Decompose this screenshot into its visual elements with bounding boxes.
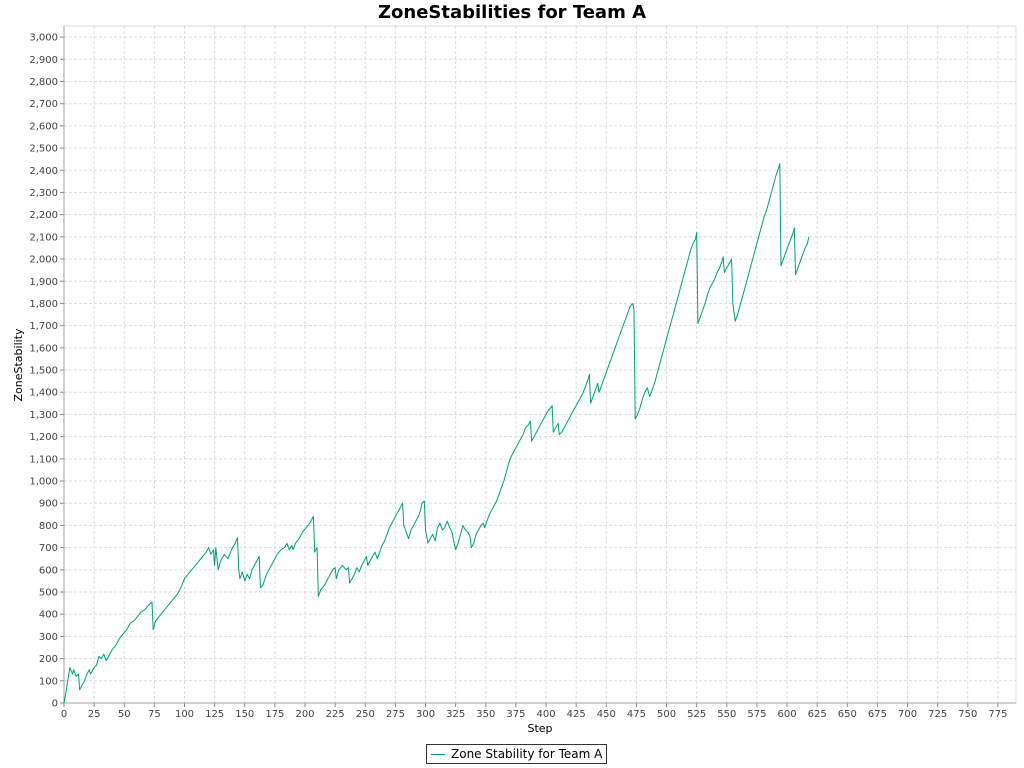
y-tick-label: 400 [39, 610, 58, 621]
axes: 01002003004005006007008009001,0001,1001,… [29, 25, 1017, 720]
y-tick-label: 900 [39, 499, 58, 510]
y-tick-label: 0 [52, 699, 58, 710]
y-tick-label: 1,200 [29, 432, 58, 443]
y-tick-label: 1,800 [29, 299, 58, 310]
y-tick-label: 1,000 [29, 477, 58, 488]
y-tick-label: 1,600 [29, 343, 58, 354]
legend: Zone Stability for Team A [426, 744, 608, 764]
x-tick-label: 25 [88, 709, 101, 720]
y-tick-label: 3,000 [29, 33, 58, 44]
y-tick-label: 100 [39, 676, 58, 687]
y-tick-label: 2,700 [29, 99, 58, 110]
x-tick-label: 350 [476, 709, 495, 720]
series-line [63, 163, 810, 704]
x-tick-label: 375 [506, 709, 525, 720]
legend-swatch [431, 753, 445, 755]
x-tick-label: 100 [175, 709, 194, 720]
y-tick-label: 300 [39, 632, 58, 643]
x-tick-label: 50 [118, 709, 131, 720]
x-tick-label: 525 [687, 709, 706, 720]
y-tick-label: 2,300 [29, 188, 58, 199]
x-tick-label: 675 [868, 709, 887, 720]
y-tick-label: 1,400 [29, 388, 58, 399]
y-tick-label: 1,500 [29, 366, 58, 377]
y-tick-label: 2,200 [29, 210, 58, 221]
x-tick-label: 325 [446, 709, 465, 720]
x-tick-label: 650 [838, 709, 857, 720]
y-tick-label: 1,100 [29, 454, 58, 465]
x-tick-label: 225 [326, 709, 345, 720]
x-tick-label: 400 [536, 709, 555, 720]
y-axis-label: ZoneStability [12, 328, 25, 402]
y-tick-label: 2,100 [29, 232, 58, 243]
x-tick-label: 425 [567, 709, 586, 720]
x-axis-label: Step [527, 722, 552, 735]
y-tick-label: 1,900 [29, 277, 58, 288]
x-tick-label: 750 [958, 709, 977, 720]
y-tick-label: 600 [39, 565, 58, 576]
x-tick-label: 300 [416, 709, 435, 720]
x-tick-label: 250 [356, 709, 375, 720]
x-tick-label: 75 [148, 709, 161, 720]
x-tick-label: 275 [386, 709, 405, 720]
x-tick-label: 200 [295, 709, 314, 720]
x-tick-label: 475 [627, 709, 646, 720]
x-tick-label: 625 [808, 709, 827, 720]
x-tick-label: 775 [988, 709, 1007, 720]
y-tick-label: 2,000 [29, 255, 58, 266]
y-tick-label: 500 [39, 588, 58, 599]
y-tick-label: 200 [39, 654, 58, 665]
y-tick-label: 2,800 [29, 77, 58, 88]
plot-background [64, 26, 1016, 703]
x-tick-label: 0 [61, 709, 67, 720]
x-tick-label: 725 [928, 709, 947, 720]
x-tick-label: 575 [747, 709, 766, 720]
y-tick-label: 2,600 [29, 121, 58, 132]
x-tick-label: 700 [898, 709, 917, 720]
chart-title: ZoneStabilities for Team A [377, 2, 647, 23]
legend-label: Zone Stability for Team A [451, 747, 603, 761]
x-tick-label: 150 [235, 709, 254, 720]
x-tick-label: 550 [717, 709, 736, 720]
plot-border [63, 25, 1017, 704]
y-tick-label: 700 [39, 543, 58, 554]
x-tick-label: 175 [265, 709, 284, 720]
y-tick-label: 1,700 [29, 321, 58, 332]
x-tick-label: 450 [597, 709, 616, 720]
y-tick-label: 2,500 [29, 144, 58, 155]
x-tick-label: 600 [777, 709, 796, 720]
y-tick-label: 2,900 [29, 55, 58, 66]
x-tick-label: 125 [205, 709, 224, 720]
y-tick-label: 2,400 [29, 166, 58, 177]
y-tick-label: 1,300 [29, 410, 58, 421]
series-layer [63, 163, 810, 704]
gridlines [63, 26, 1016, 704]
y-tick-label: 800 [39, 521, 58, 532]
x-tick-label: 500 [657, 709, 676, 720]
